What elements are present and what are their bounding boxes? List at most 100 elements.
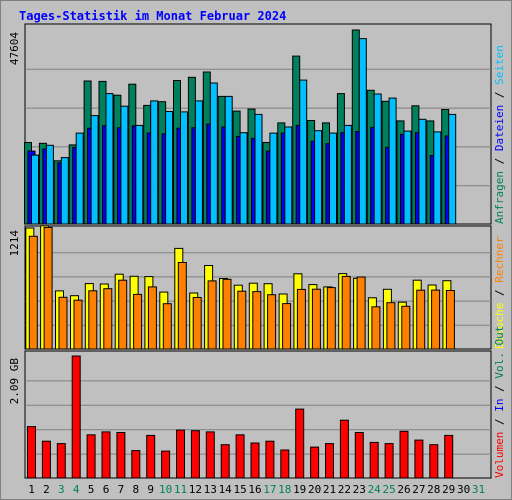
- bar-rechner-day-18: [282, 303, 292, 350]
- bar-seiten-day-25: [388, 97, 397, 225]
- x-tick-label: 1: [28, 483, 35, 496]
- x-tick-label: 15: [233, 483, 246, 496]
- x-tick-label: 30: [457, 483, 470, 496]
- x-tick-label: 27: [412, 483, 425, 496]
- legend-item-in: In: [493, 399, 506, 412]
- x-tick-label: 12: [189, 483, 202, 496]
- bar-rechner-day-5: [88, 290, 98, 350]
- bar-volumen-day-17: [265, 440, 275, 479]
- bar-volumen-day-19: [295, 408, 305, 479]
- legend-separator: /: [493, 379, 506, 399]
- x-tick-label: 26: [397, 483, 410, 496]
- x-tick-label: 19: [293, 483, 306, 496]
- legend-item-rechner: Rechner: [493, 236, 506, 283]
- x-axis: 1 2 3 4 5 6 7 8 9 10 11 12 13 14 15 16 17 18 19 20 21 22 23 24 2…: [28, 483, 485, 496]
- panel-3: 2.09 GB Volumen / In / Vol. Out: [8, 326, 506, 479]
- bar-rechner-day-29: [445, 290, 455, 350]
- bar-rechner-day-11: [177, 262, 187, 350]
- bar-seiten-day-28: [433, 131, 442, 225]
- bar-rechner-day-3: [58, 296, 68, 350]
- bar-rechner-day-27: [416, 289, 426, 350]
- x-tick-label: 6: [103, 483, 110, 496]
- bar-volumen-day-24: [369, 441, 379, 479]
- bar-seiten-day-18: [284, 126, 293, 225]
- bar-seiten-day-21: [329, 132, 337, 225]
- bar-volumen-day-28: [429, 444, 439, 479]
- bar-seiten-day-23: [358, 38, 367, 225]
- x-tick-label: 5: [88, 483, 95, 496]
- x-tick-label: 8: [132, 483, 139, 496]
- bar-seiten-day-13: [209, 82, 218, 225]
- bar-seiten-day-9: [150, 100, 159, 225]
- bar-volumen-day-1: [27, 426, 36, 479]
- bar-rechner-day-24: [371, 306, 381, 350]
- bar-volumen-day-4: [71, 355, 81, 479]
- x-tick-label: 20: [308, 483, 321, 496]
- x-tick-label: 29: [442, 483, 455, 496]
- bar-rechner-day-20: [311, 288, 321, 350]
- bar-volumen-day-8: [131, 450, 141, 479]
- x-tick-label: 23: [353, 483, 366, 496]
- x-tick-label: 4: [73, 483, 80, 496]
- x-tick-label: 16: [248, 483, 261, 496]
- bar-volumen-day-20: [310, 446, 320, 479]
- bar-volumen-day-9: [146, 434, 156, 479]
- bar-volumen-day-6: [101, 431, 111, 479]
- bar-volumen-day-26: [399, 430, 409, 479]
- bar-seiten-day-12: [194, 100, 203, 225]
- bar-seiten-day-26: [403, 130, 412, 225]
- x-tick-label: 11: [174, 483, 187, 496]
- bar-seiten-day-2: [45, 144, 54, 225]
- bar-volumen-day-13: [205, 431, 215, 479]
- y-max-label: 47604: [8, 32, 21, 65]
- bar-seiten-day-22: [343, 124, 352, 225]
- bar-seiten-day-6: [105, 93, 114, 225]
- bar-rechner-day-17: [267, 294, 277, 350]
- bar-volumen-day-16: [250, 442, 260, 479]
- bar-volumen-day-27: [414, 439, 424, 479]
- bar-seiten-day-7: [120, 105, 129, 225]
- bar-seiten-day-5: [90, 115, 99, 225]
- legend-item-anfragen: Anfragen: [493, 171, 506, 224]
- legend: Volumen / In / Vol. Out: [493, 326, 506, 478]
- bar-volumen-day-7: [116, 432, 126, 479]
- bar-rechner-day-22: [341, 275, 351, 350]
- chart-title: Tages-Statistik im Monat Februar 2024: [19, 9, 287, 23]
- bar-rechner-day-6: [103, 288, 113, 350]
- legend-separator: /: [493, 412, 506, 432]
- bar-rechner-day-21: [326, 287, 336, 350]
- bar-volumen-day-22: [339, 419, 349, 479]
- bar-volumen-day-10: [161, 450, 171, 479]
- y-max-label: 1214: [8, 230, 21, 257]
- legend-item-volumen: Volumen: [493, 432, 506, 478]
- x-tick-label: 9: [147, 483, 154, 496]
- legend-separator: /: [493, 283, 506, 303]
- bar-volumen-day-12: [190, 430, 200, 479]
- bar-seiten-day-24: [373, 93, 382, 225]
- bar-rechner-day-4: [73, 299, 83, 350]
- bar-seiten-day-3: [60, 157, 69, 225]
- x-tick-label: 18: [278, 483, 291, 496]
- bar-rechner-day-23: [356, 276, 366, 350]
- legend-item-volout: Vol. Out: [493, 326, 506, 379]
- bar-rechner-day-1: [28, 235, 38, 350]
- bar-rechner-day-7: [118, 279, 128, 350]
- panel-2: 1214 Besuche / Rechner: [8, 225, 506, 350]
- legend-separator: /: [493, 151, 506, 171]
- bar-rechner-day-26: [401, 305, 411, 350]
- bar-seiten-day-17: [269, 132, 278, 225]
- bar-rechner-day-16: [252, 291, 262, 350]
- bar-volumen-day-2: [41, 440, 51, 479]
- x-tick-label: 21: [323, 483, 336, 496]
- panel-1: 47604 Anfragen / Dateien / Seiten: [8, 23, 506, 225]
- bar-rechner-day-13: [207, 280, 217, 350]
- x-tick-label: 28: [427, 483, 440, 496]
- bar-rechner-day-19: [296, 288, 306, 350]
- bar-volumen-day-18: [280, 449, 290, 479]
- x-tick-label: 31: [472, 483, 485, 496]
- bar-volumen-day-23: [354, 432, 364, 479]
- bar-volumen-day-15: [235, 434, 245, 479]
- bar-volumen-day-14: [220, 444, 230, 479]
- x-tick-label: 22: [338, 483, 351, 496]
- bar-volumen-day-21: [325, 443, 334, 479]
